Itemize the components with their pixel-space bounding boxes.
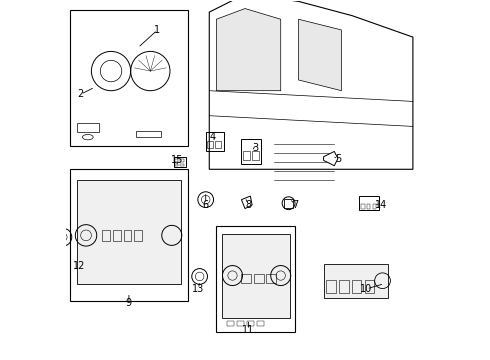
Bar [70, 10, 188, 146]
Bar [222, 234, 290, 318]
Text: 1: 1 [154, 25, 161, 35]
Bar [267, 274, 276, 283]
Polygon shape [217, 9, 281, 91]
Bar [123, 230, 131, 241]
Bar [237, 321, 244, 327]
Text: 4: 4 [210, 132, 216, 142]
Bar [207, 141, 213, 148]
Bar [113, 230, 121, 241]
Text: 7: 7 [292, 200, 298, 210]
Polygon shape [298, 19, 342, 91]
Bar [217, 226, 295, 332]
Bar [323, 264, 388, 298]
Bar [174, 159, 178, 162]
Bar [359, 196, 379, 210]
Text: 14: 14 [375, 200, 387, 210]
Bar [134, 230, 142, 241]
Bar [252, 152, 259, 160]
Bar [242, 274, 251, 283]
Text: 15: 15 [171, 156, 183, 165]
Bar [365, 280, 374, 293]
Bar [180, 159, 184, 162]
Bar [102, 230, 110, 241]
Bar [242, 139, 261, 164]
Bar [372, 204, 376, 208]
Bar [361, 204, 365, 208]
Bar [77, 123, 98, 132]
Bar [180, 163, 184, 166]
Bar [326, 280, 336, 293]
Bar [247, 321, 253, 327]
Bar [352, 280, 362, 293]
Text: 13: 13 [193, 284, 205, 294]
Text: 9: 9 [126, 298, 132, 308]
Bar [339, 280, 348, 293]
Bar [227, 321, 234, 327]
Text: 10: 10 [360, 284, 372, 294]
Bar [206, 132, 223, 152]
Bar [70, 169, 188, 301]
Text: 2: 2 [77, 89, 84, 99]
Text: 11: 11 [243, 325, 255, 335]
Text: 5: 5 [335, 154, 341, 163]
Text: 12: 12 [73, 261, 85, 271]
Polygon shape [323, 152, 338, 166]
Text: 8: 8 [245, 200, 252, 210]
Bar [254, 274, 264, 283]
Bar [136, 131, 161, 137]
Text: 6: 6 [203, 200, 209, 210]
Bar [174, 163, 178, 166]
Text: 3: 3 [253, 143, 259, 153]
Bar [284, 199, 293, 207]
Bar [173, 157, 186, 167]
Bar [77, 180, 181, 284]
Bar [243, 152, 249, 160]
Polygon shape [209, 0, 413, 169]
Bar [215, 141, 221, 148]
Bar [367, 204, 370, 208]
Polygon shape [242, 196, 252, 208]
Bar [257, 321, 264, 327]
